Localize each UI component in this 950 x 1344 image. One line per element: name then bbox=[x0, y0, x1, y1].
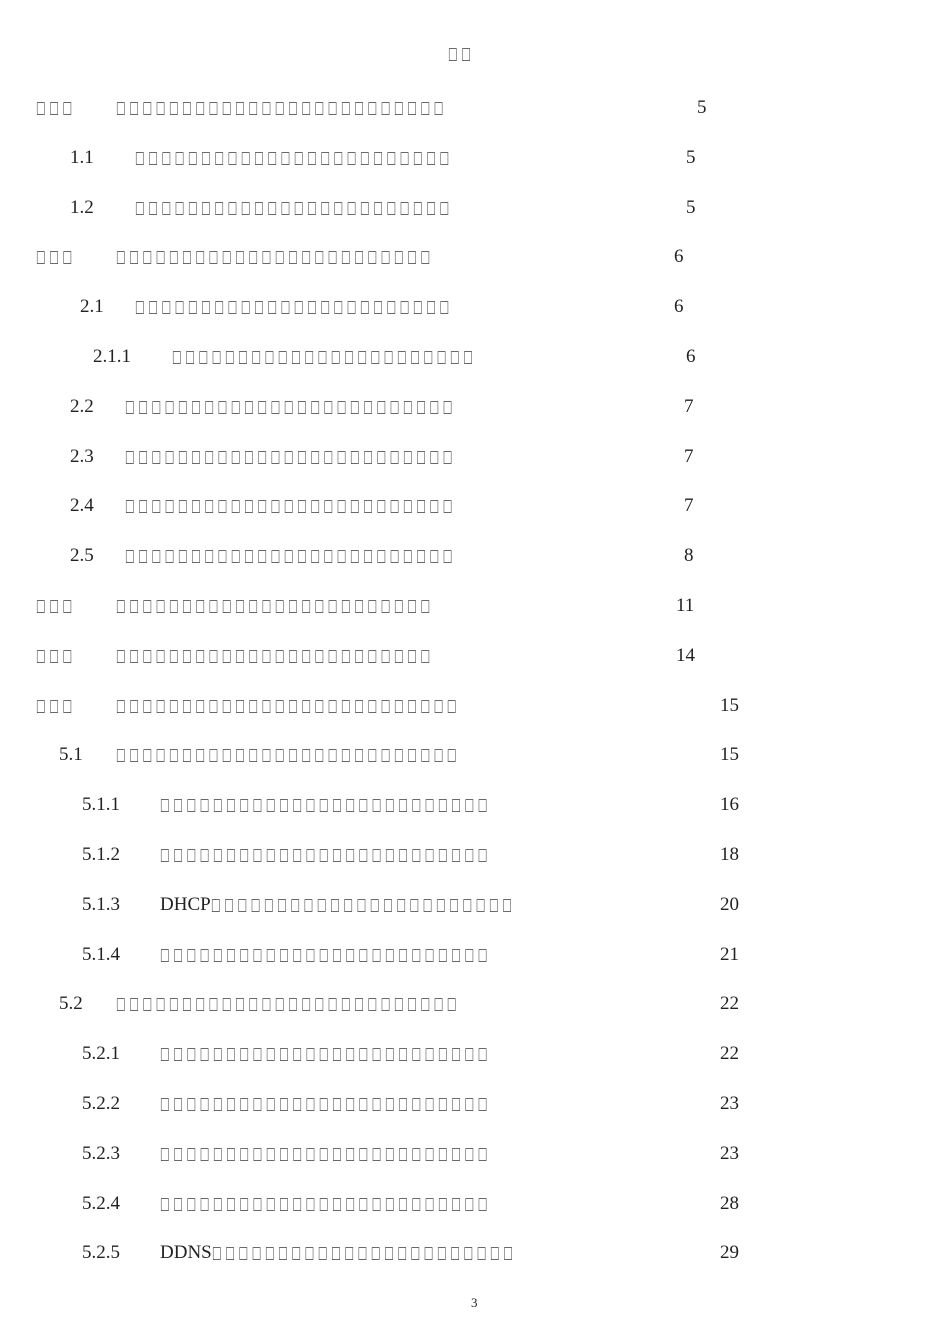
toc-entry[interactable]: 5.1.3 DHCP □□□□□□□□□□□□□□□□□□□□□□□ 20 bbox=[0, 890, 950, 920]
entry-number: 5.1.1 bbox=[82, 794, 120, 816]
entry-page: 20 bbox=[720, 893, 739, 915]
toc-entry[interactable]: 5.2.4 □□□□□□□□□□□□□□□□□□□□□□□□□ 28 bbox=[0, 1189, 950, 1219]
entry-number: 5.2.2 bbox=[82, 1093, 120, 1114]
entry-page: 5 bbox=[697, 97, 707, 118]
entry-title: □□□□□□□□□□□□□□□□□□□□□□□□□ bbox=[125, 396, 456, 417]
entry-title: □□□□□□□□□□□□□□□□□□□□□□□□□□ bbox=[116, 695, 461, 716]
toc-entry[interactable]: 5.1.4 □□□□□□□□□□□□□□□□□□□□□□□□□ 21 bbox=[0, 940, 950, 970]
toc-entry[interactable]: 5.2.1 □□□□□□□□□□□□□□□□□□□□□□□□□ 22 bbox=[0, 1039, 950, 1069]
entry-page: 5 bbox=[686, 196, 696, 218]
entry-number: 2.5 bbox=[70, 545, 94, 567]
toc-entry[interactable]: □□□ □□□□□□□□□□□□□□□□□□□□□□□□ 14 bbox=[0, 641, 950, 671]
entry-number: 1.2 bbox=[70, 196, 94, 218]
entry-number: □□□ bbox=[36, 695, 76, 716]
entry-number: 5.2.5 bbox=[82, 1242, 120, 1264]
entry-title: □□□□□□□□□□□□□□□□□□□□□□□□□ bbox=[125, 496, 456, 517]
entry-number: 5.2 bbox=[59, 993, 83, 1015]
entry-title: □□□□□□□□□□□□□□□□□□□□□□□□□ bbox=[160, 944, 491, 965]
entry-page: 29 bbox=[720, 1242, 739, 1264]
entry-number: □□□ bbox=[36, 596, 76, 616]
entry-title: □□□□□□□□□□□□□□□□□□□□□□□□□ bbox=[116, 98, 447, 118]
entry-title: □□□□□□□□□□□□□□□□□□□□□□□□ bbox=[116, 645, 434, 666]
entry-title: □□□□□□□□□□□□□□□□□□□□□□□□□ bbox=[125, 446, 456, 467]
entry-title: □□□□□□□□□□□□□□□□□□□□□□□□□ bbox=[160, 845, 491, 865]
entry-title: □□□□□□□□□□□□□□□□□□□□□□□□□□ bbox=[116, 745, 461, 766]
toc-entry[interactable]: □□□ □□□□□□□□□□□□□□□□□□□□□□□□ 11 bbox=[0, 591, 950, 621]
entry-title: □□□□□□□□□□□□□□□□□□□□□□□□ bbox=[135, 197, 453, 218]
toc-entry[interactable]: 1.1 □□□□□□□□□□□□□□□□□□□□□□□□ 5 bbox=[0, 143, 950, 173]
entry-title: □□□□□□□□□□□□□□□□□□□□□□□□□ bbox=[160, 1193, 491, 1214]
entry-number: 1.1 bbox=[70, 146, 94, 168]
entry-number: 2.2 bbox=[70, 395, 94, 417]
entry-number: □□□ bbox=[36, 247, 76, 268]
entry-page: 22 bbox=[720, 993, 739, 1015]
entry-number: 2.1.1 bbox=[93, 346, 131, 367]
entry-number: 5.1 bbox=[59, 744, 83, 766]
toc-entry[interactable]: 5.1.2 □□□□□□□□□□□□□□□□□□□□□□□□□ 18 bbox=[0, 840, 950, 870]
entry-title: □□□□□□□□□□□□□□□□□□□□□□□□ bbox=[135, 147, 453, 168]
entry-number: 2.3 bbox=[70, 445, 94, 467]
page-number: 3 bbox=[471, 1295, 478, 1310]
entry-title: □□□□□□□□□□□□□□□□□□□□□□□□□ bbox=[160, 1094, 491, 1114]
toc-entry[interactable]: 2.1 □□□□□□□□□□□□□□□□□□□□□□□□ 6 bbox=[0, 292, 950, 322]
toc-entry[interactable]: □□□ □□□□□□□□□□□□□□□□□□□□□□□□□ 5 bbox=[0, 93, 950, 123]
toc-entry[interactable]: 2.1.1 □□□□□□□□□□□□□□□□□□□□□□□ 6 bbox=[0, 342, 950, 372]
entry-title: □□□□□□□□□□□□□□□□□□□□□□□□□ bbox=[125, 546, 456, 567]
toc-entry[interactable]: 2.2 □□□□□□□□□□□□□□□□□□□□□□□□□ 7 bbox=[0, 392, 950, 422]
entry-number: 5.1.2 bbox=[82, 844, 120, 865]
toc-entry[interactable]: 5.2.3 □□□□□□□□□□□□□□□□□□□□□□□□□ 23 bbox=[0, 1139, 950, 1169]
entry-page: 23 bbox=[720, 1093, 739, 1114]
toc-entry[interactable]: 5.1.1 □□□□□□□□□□□□□□□□□□□□□□□□□ 16 bbox=[0, 790, 950, 820]
entry-number: 5.2.1 bbox=[82, 1043, 120, 1065]
entry-page: 15 bbox=[720, 744, 739, 766]
entry-page: 7 bbox=[684, 445, 694, 467]
entry-title: □□□□□□□□□□□□□□□□□□□□□□□□□ bbox=[160, 1143, 491, 1164]
entry-title: DDNS □□□□□□□□□□□□□□□□□□□□□□□ bbox=[160, 1242, 517, 1264]
entry-page: 21 bbox=[720, 943, 739, 965]
toc-entry[interactable]: 5.2.5 DDNS □□□□□□□□□□□□□□□□□□□□□□□ 29 bbox=[0, 1238, 950, 1268]
toc-heading: □□ bbox=[448, 44, 475, 64]
toc-entry[interactable]: 2.5 □□□□□□□□□□□□□□□□□□□□□□□□□ 8 bbox=[0, 541, 950, 571]
toc-entry[interactable]: 2.3 □□□□□□□□□□□□□□□□□□□□□□□□□ 7 bbox=[0, 442, 950, 472]
entry-page: 23 bbox=[720, 1142, 739, 1164]
entry-page: 11 bbox=[676, 595, 695, 616]
toc-entry[interactable]: □□□ □□□□□□□□□□□□□□□□□□□□□□□□ 6 bbox=[0, 242, 950, 272]
toc-entry[interactable]: □□□ □□□□□□□□□□□□□□□□□□□□□□□□□□ 15 bbox=[0, 691, 950, 721]
entry-number: □□□ bbox=[36, 98, 76, 118]
entry-page: 18 bbox=[720, 844, 739, 865]
toc-entry[interactable]: 5.1 □□□□□□□□□□□□□□□□□□□□□□□□□□ 15 bbox=[0, 740, 950, 770]
entry-title: □□□□□□□□□□□□□□□□□□□□□□□□ bbox=[116, 596, 434, 616]
entry-title: □□□□□□□□□□□□□□□□□□□□□□□□□ bbox=[160, 1044, 491, 1065]
entry-page: 7 bbox=[684, 495, 694, 517]
entry-number: 5.1.3 bbox=[82, 893, 120, 915]
toc-entry[interactable]: 5.2 □□□□□□□□□□□□□□□□□□□□□□□□□□ 22 bbox=[0, 989, 950, 1019]
toc-entry[interactable]: 5.2.2 □□□□□□□□□□□□□□□□□□□□□□□□□ 23 bbox=[0, 1089, 950, 1119]
entry-page: 22 bbox=[720, 1043, 739, 1065]
entry-page: 15 bbox=[720, 694, 739, 716]
entry-page: 14 bbox=[676, 644, 695, 666]
entry-number: 5.2.3 bbox=[82, 1142, 120, 1164]
entry-title: □□□□□□□□□□□□□□□□□□□□□□□□ bbox=[116, 247, 434, 268]
entry-number: 2.4 bbox=[70, 495, 94, 517]
entry-number: 5.2.4 bbox=[82, 1192, 120, 1214]
entry-page: 7 bbox=[684, 395, 694, 417]
entry-title: □□□□□□□□□□□□□□□□□□□□□□□□□ bbox=[160, 795, 491, 816]
entry-page: 8 bbox=[684, 545, 694, 567]
entry-title: □□□□□□□□□□□□□□□□□□□□□□□□□□ bbox=[116, 994, 461, 1015]
entry-number: 5.1.4 bbox=[82, 943, 120, 965]
toc-entry[interactable]: 2.4 □□□□□□□□□□□□□□□□□□□□□□□□□ 7 bbox=[0, 491, 950, 521]
entry-page: 16 bbox=[720, 794, 739, 816]
entry-page: 6 bbox=[674, 296, 684, 318]
entry-title: DHCP □□□□□□□□□□□□□□□□□□□□□□□ bbox=[160, 893, 516, 915]
entry-number: 2.1 bbox=[80, 296, 104, 318]
entry-page: 6 bbox=[674, 246, 684, 268]
entry-page: 6 bbox=[686, 346, 696, 367]
entry-title: □□□□□□□□□□□□□□□□□□□□□□□ bbox=[172, 347, 477, 367]
entry-page: 28 bbox=[720, 1192, 739, 1214]
toc-entry[interactable]: 1.2 □□□□□□□□□□□□□□□□□□□□□□□□ 5 bbox=[0, 193, 950, 223]
entry-number: □□□ bbox=[36, 645, 76, 666]
entry-title: □□□□□□□□□□□□□□□□□□□□□□□□ bbox=[135, 297, 453, 318]
entry-page: 5 bbox=[686, 146, 696, 168]
